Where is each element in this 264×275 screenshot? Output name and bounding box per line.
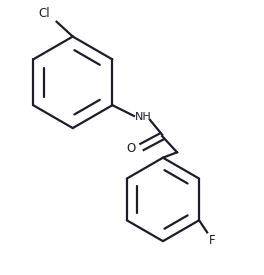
Text: F: F xyxy=(209,234,215,247)
Text: O: O xyxy=(127,142,136,155)
Text: Cl: Cl xyxy=(38,7,50,20)
Text: NH: NH xyxy=(135,112,152,122)
